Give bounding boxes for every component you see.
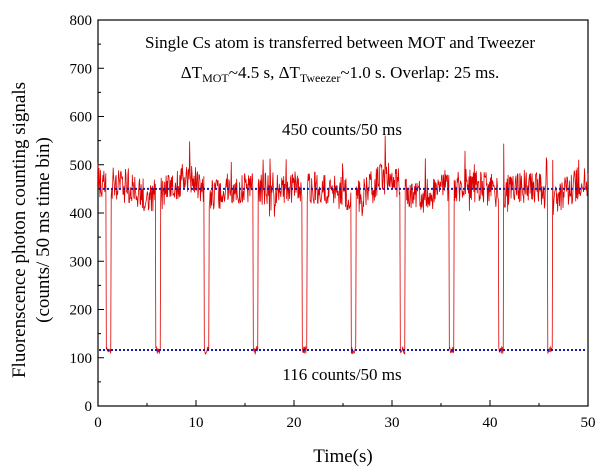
signal-trace [97,135,589,355]
y-tick-label: 600 [70,110,93,126]
y-tick-label: 300 [70,254,93,270]
x-axis-title: Time(s) [313,446,372,467]
signal-line [97,135,589,355]
y-axis-title-line2: (counts/ 50 ms time bin) [33,137,54,323]
timing-sub-mot: MOT [202,71,229,85]
x-tick-label: 40 [483,415,498,431]
x-tick-label: 0 [94,415,102,431]
y-tick-label: 800 [70,13,93,29]
y-tick-label: 500 [70,158,93,174]
x-tick-label: 30 [385,415,400,431]
lower-level-label: 116 counts/50 ms [282,365,401,384]
x-tick-label: 50 [581,415,596,431]
y-tick-label: 700 [70,61,93,77]
timing-suffix: ~1.0 s. Overlap: 25 ms. [340,63,499,82]
annotations: Single Cs atom is transferred between MO… [145,33,535,384]
annotation-title: Single Cs atom is transferred between MO… [145,33,535,52]
timing-mid: ~4.5 s, ΔT [229,63,301,82]
y-tick-label: 400 [70,206,93,222]
y-tick-label: 100 [70,351,93,367]
annotation-timing: ΔTMOT~4.5 s, ΔTTweezer~1.0 s. Overlap: 2… [181,63,500,85]
reference-lines [99,187,587,352]
timing-prefix: ΔT [181,63,203,82]
timing-sub-tweezer: Tweezer [300,71,340,85]
y-tick-label: 0 [85,399,93,415]
x-axis: 0 10 20 30 40 50 [94,400,596,431]
y-axis-title: Fluorenscence photon counting signals (c… [9,82,54,378]
y-axis: 0 100 200 300 400 500 600 700 800 [70,13,104,415]
y-tick-label: 200 [70,303,93,319]
x-tick-label: 10 [189,415,204,431]
upper-level-label: 450 counts/50 ms [282,120,402,139]
x-tick-label: 20 [287,415,302,431]
y-axis-title-line1: Fluorenscence photon counting signals [9,82,30,378]
